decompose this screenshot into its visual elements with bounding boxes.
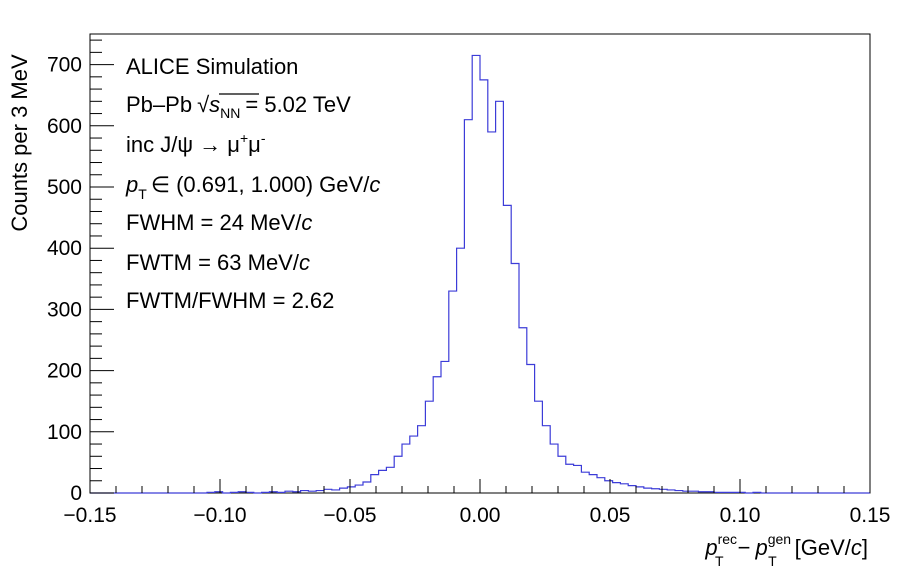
y-tick-label: 300 bbox=[47, 298, 82, 321]
y-tick-label: 200 bbox=[47, 360, 82, 383]
x-tick-label: 0.10 bbox=[720, 504, 761, 527]
annotation-alice: ALICE Simulation bbox=[126, 54, 298, 79]
x-tick-label: −0.10 bbox=[193, 504, 246, 527]
x-tick-label: 0.15 bbox=[850, 504, 891, 527]
annotation-fwtm: FWTM = 63 MeV/c bbox=[126, 250, 310, 275]
histogram-series bbox=[90, 54, 870, 494]
annotation-collision: Pb–Pb √sNN = 5.02 TeV bbox=[126, 92, 351, 121]
y-axis-ticks: 0 100 200 300 400 500 600 700 bbox=[47, 39, 114, 505]
annotation-fwhm: FWHM = 24 MeV/c bbox=[126, 210, 312, 235]
y-tick-label: 700 bbox=[47, 54, 82, 77]
y-tick-label: 0 bbox=[70, 482, 82, 505]
x-tick-label: 0.05 bbox=[590, 504, 631, 527]
annotation-pt-range: pT ∈ (0.691, 1.000) GeV/c bbox=[125, 172, 380, 202]
annotation-ratio: FWTM/FWHM = 2.62 bbox=[126, 288, 334, 313]
y-tick-label: 600 bbox=[47, 115, 82, 138]
x-tick-label: −0.05 bbox=[323, 504, 376, 527]
y-tick-label: 500 bbox=[47, 176, 82, 199]
annotation-decay: inc J/ψ → μ+μ- bbox=[126, 130, 266, 157]
annotation-block: ALICE Simulation Pb–Pb √sNN = 5.02 TeV inc… bbox=[125, 54, 380, 313]
x-axis-ticks: −0.15 −0.10 −0.05 0.00 0.05 0.10 0.15 bbox=[63, 479, 890, 527]
y-axis-label: Counts per 3 MeV bbox=[7, 54, 32, 232]
x-tick-label: −0.15 bbox=[63, 504, 116, 527]
y-tick-label: 100 bbox=[47, 421, 82, 444]
y-tick-label: 400 bbox=[47, 237, 82, 260]
x-axis-label: prec T− pgen T[GeV/c] bbox=[704, 531, 868, 569]
x-tick-label: 0.00 bbox=[460, 504, 501, 527]
